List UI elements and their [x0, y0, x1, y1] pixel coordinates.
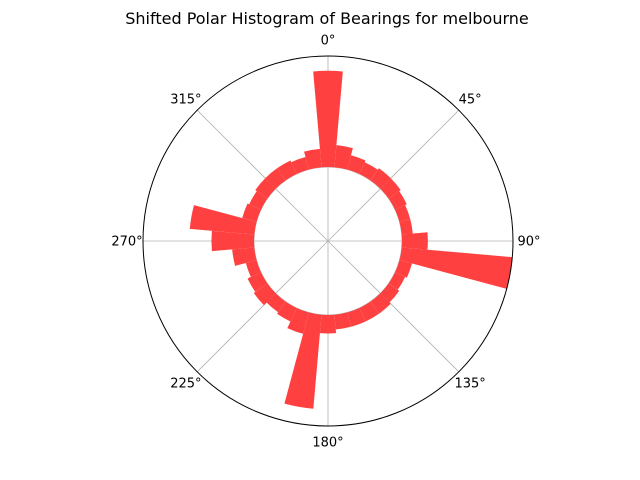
histogram-bar	[249, 191, 268, 210]
histogram-bar	[401, 232, 428, 250]
histogram-bar	[287, 308, 309, 334]
angle-ticks: 0° 45° 90° 135° 180° 225° 270° 315°	[111, 34, 540, 451]
histogram-bar	[388, 272, 406, 290]
histogram-bar	[347, 155, 366, 174]
histogram-bar	[253, 283, 276, 306]
histogram-bar	[291, 157, 309, 174]
histogram-bar	[242, 203, 261, 222]
histogram-bar	[313, 70, 343, 168]
grid-line	[327, 240, 460, 373]
histogram-bar	[319, 314, 337, 334]
histogram-bar	[380, 178, 401, 199]
histogram-bar	[380, 283, 400, 303]
histogram-bar	[247, 272, 268, 292]
histogram-bar	[189, 205, 257, 235]
histogram-bar	[334, 312, 351, 330]
chart-title: Shifted Polar Histogram of Bearings for …	[125, 9, 529, 28]
histogram-bar	[255, 178, 276, 199]
histogram-bar	[370, 293, 391, 314]
histogram-bar	[370, 168, 391, 189]
angle-tick-label: 135°	[454, 377, 485, 392]
histogram-bar	[347, 308, 366, 327]
angle-tick-label: 225°	[170, 377, 201, 392]
outer-frame	[142, 55, 514, 427]
angle-tick-label: 0°	[321, 34, 336, 49]
histogram-bar	[245, 260, 261, 277]
histogram-bar	[284, 312, 322, 409]
angle-tick-label: 180°	[312, 436, 343, 451]
histogram-bar	[334, 145, 353, 170]
angle-tick-label: 270°	[111, 235, 142, 250]
histogram-bar	[265, 168, 286, 189]
histogram-bar	[277, 160, 297, 181]
histogram-bar	[399, 218, 413, 235]
histogram-bar	[388, 191, 407, 210]
histogram-bar	[359, 301, 379, 322]
histogram-bar	[395, 205, 411, 222]
histogram-bar	[399, 247, 513, 289]
angle-tick-label: 315°	[170, 92, 201, 107]
histogram-bar	[304, 148, 322, 170]
grid-line	[196, 109, 329, 242]
angle-tick-label: 45°	[459, 92, 482, 107]
grid-line	[196, 240, 329, 373]
histogram-bar	[277, 301, 297, 322]
angle-tick-label: 90°	[517, 235, 540, 250]
grid-line	[327, 109, 460, 242]
histogram-bar	[232, 247, 257, 266]
histogram-bar	[359, 162, 378, 181]
histogram-bar	[211, 230, 255, 252]
histogram-bar	[395, 260, 412, 278]
histogram-bar	[266, 293, 286, 313]
bars	[189, 70, 513, 409]
